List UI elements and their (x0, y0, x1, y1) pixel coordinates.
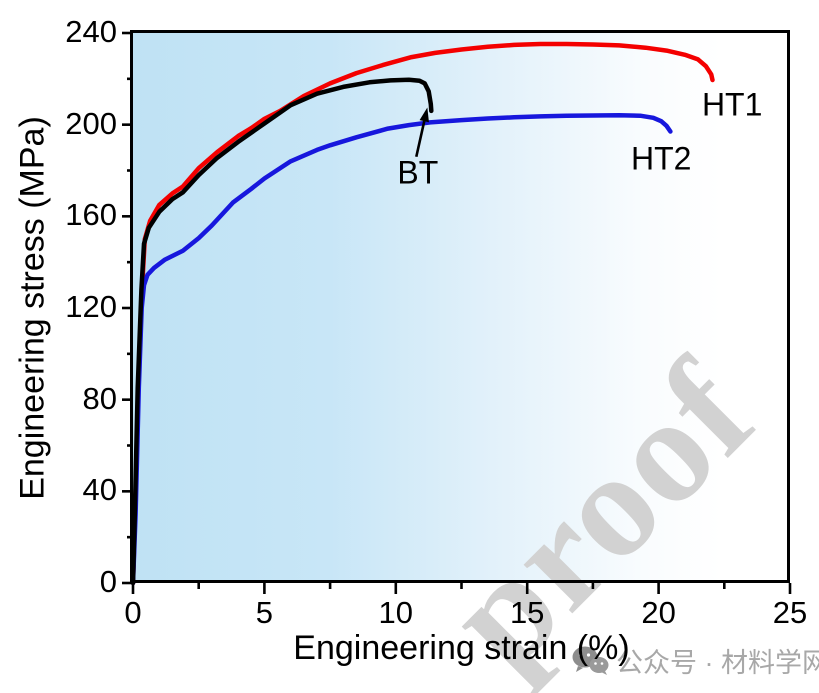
curve-BT (130, 77, 434, 586)
y-tick-label: 80 (82, 380, 117, 416)
curve-label-HT2: HT2 (630, 140, 692, 177)
x-tick-label: 10 (378, 595, 414, 630)
x-tick-label: 25 (772, 595, 808, 630)
watermark-credit: 公众号 · 材料学网 (572, 641, 819, 680)
x-axis-title: Engineering strain (%) (293, 629, 630, 667)
wechat-icon (572, 646, 609, 675)
curve-label-BT: BT (397, 154, 439, 191)
curve-HT1 (130, 41, 715, 586)
y-tick-label: 120 (65, 289, 117, 324)
x-tick-label: 5 (255, 595, 274, 630)
y-tick-label: 160 (65, 197, 117, 233)
y-tick-label: 40 (82, 472, 117, 508)
y-tick-label: 0 (99, 564, 117, 599)
curve-HT2 (130, 113, 673, 586)
y-tick-label: 240 (65, 14, 117, 49)
y-tick-label: 200 (65, 105, 117, 141)
curves-canvas (130, 41, 715, 586)
x-tick-label: 0 (124, 595, 142, 630)
x-tick-label: 15 (509, 595, 545, 630)
y-axis-title: Engineering stress (MPa) (13, 116, 52, 500)
watermark-credit-text: 公众号 · 材料学网 (616, 648, 819, 678)
plot-background (133, 33, 787, 580)
curve-label-HT1: HT1 (701, 86, 763, 123)
x-tick-label: 20 (641, 595, 676, 630)
